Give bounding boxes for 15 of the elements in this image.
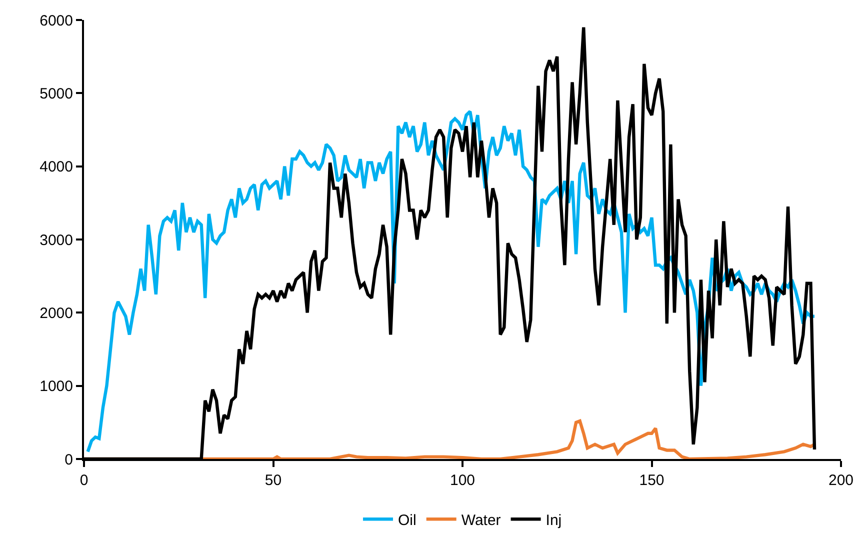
x-tick-label: 150 [639, 472, 664, 489]
legend-label: Water [461, 512, 501, 529]
legend-label: Inj [546, 512, 562, 529]
y-tick-label: 1000 [40, 378, 73, 396]
legend-label: Oil [398, 512, 416, 529]
y-tick-label: 2000 [40, 304, 73, 322]
y-tick-label: 0 [64, 451, 73, 468]
y-tick-label: 5000 [40, 85, 73, 102]
y-tick-label: 6000 [40, 12, 73, 30]
x-tick-label: 50 [264, 472, 282, 489]
x-tick-label: 0 [80, 472, 88, 489]
x-tick-label: 100 [450, 472, 476, 489]
x-tick-label: 200 [828, 472, 854, 489]
y-tick-label: 4000 [40, 158, 73, 176]
y-tick-label: 3000 [40, 232, 73, 249]
